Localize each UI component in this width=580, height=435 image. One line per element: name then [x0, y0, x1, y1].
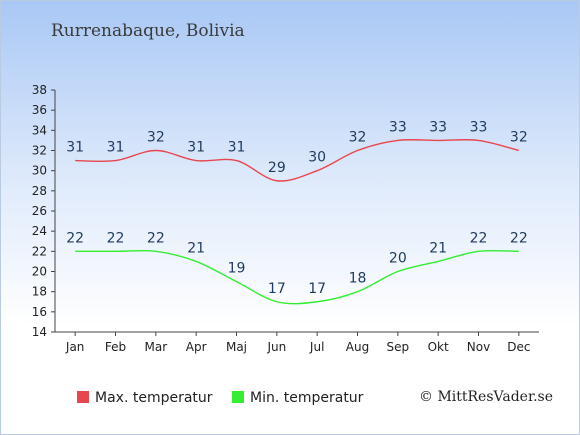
chart-title: Rurrenabaque, Bolivia	[51, 21, 245, 41]
data-label-min: 18	[349, 271, 367, 287]
x-tick-label: Mar	[145, 340, 168, 354]
legend-max: Max. temperatur	[77, 390, 213, 406]
x-tick-label: Apr	[186, 340, 207, 354]
data-label-max: 29	[268, 160, 286, 176]
data-label-max: 33	[389, 119, 407, 135]
credit-text: © MittResVader.se	[419, 389, 554, 405]
x-tick-label: Nov	[467, 340, 490, 354]
data-label-min: 17	[308, 281, 326, 297]
data-label-max: 31	[228, 140, 246, 156]
x-tick-label: Aug	[346, 340, 369, 354]
x-tick-label: Jan	[65, 340, 85, 354]
data-label-max: 33	[429, 119, 447, 135]
y-tick-label: 34	[32, 123, 47, 137]
data-label-min: 19	[228, 261, 246, 277]
x-tick-label: Feb	[105, 340, 126, 354]
x-tick-label: Dec	[507, 340, 530, 354]
data-label-max: 31	[107, 140, 125, 156]
data-label-min: 22	[66, 230, 84, 246]
y-tick-label: 14	[32, 325, 47, 339]
data-label-min: 22	[107, 230, 125, 246]
data-label-max: 31	[66, 140, 84, 156]
y-tick-label: 38	[32, 83, 47, 97]
data-label-min: 22	[147, 230, 165, 246]
y-tick-label: 20	[32, 265, 47, 279]
y-tick-label: 18	[32, 285, 47, 299]
y-tick-label: 36	[32, 103, 47, 117]
data-label-min: 22	[470, 230, 488, 246]
data-label-min: 20	[389, 251, 407, 267]
legend-min-swatch	[232, 391, 244, 403]
data-label-max: 30	[308, 150, 326, 166]
y-tick-label: 30	[32, 164, 47, 178]
data-label-min: 21	[429, 240, 447, 256]
x-tick-label: Jun	[266, 340, 286, 354]
data-label-max: 32	[510, 130, 528, 146]
data-label-max: 32	[147, 130, 165, 146]
x-tick-label: Okt	[428, 340, 449, 354]
series-line-min	[75, 249, 519, 305]
legend-min-label: Min. temperatur	[250, 390, 364, 406]
legend-max-label: Max. temperatur	[95, 390, 213, 406]
data-label-min: 22	[510, 230, 528, 246]
data-label-max: 32	[349, 130, 367, 146]
data-label-max: 33	[470, 119, 488, 135]
y-tick-label: 26	[32, 204, 47, 218]
series-line-max	[75, 138, 520, 182]
data-label-min: 21	[187, 240, 205, 256]
y-tick-label: 22	[32, 244, 47, 258]
y-tick-label: 28	[32, 184, 47, 198]
x-tick-label: Sep	[387, 340, 410, 354]
y-tick-label: 32	[32, 144, 47, 158]
y-tick-label: 16	[32, 305, 47, 319]
x-tick-label: Jul	[309, 340, 324, 354]
x-tick-label: Maj	[226, 340, 247, 354]
y-tick-label: 24	[32, 224, 47, 238]
legend-min: Min. temperatur	[232, 390, 363, 406]
legend-max-swatch	[77, 391, 89, 403]
data-label-min: 17	[268, 281, 286, 297]
data-label-max: 31	[187, 140, 205, 156]
